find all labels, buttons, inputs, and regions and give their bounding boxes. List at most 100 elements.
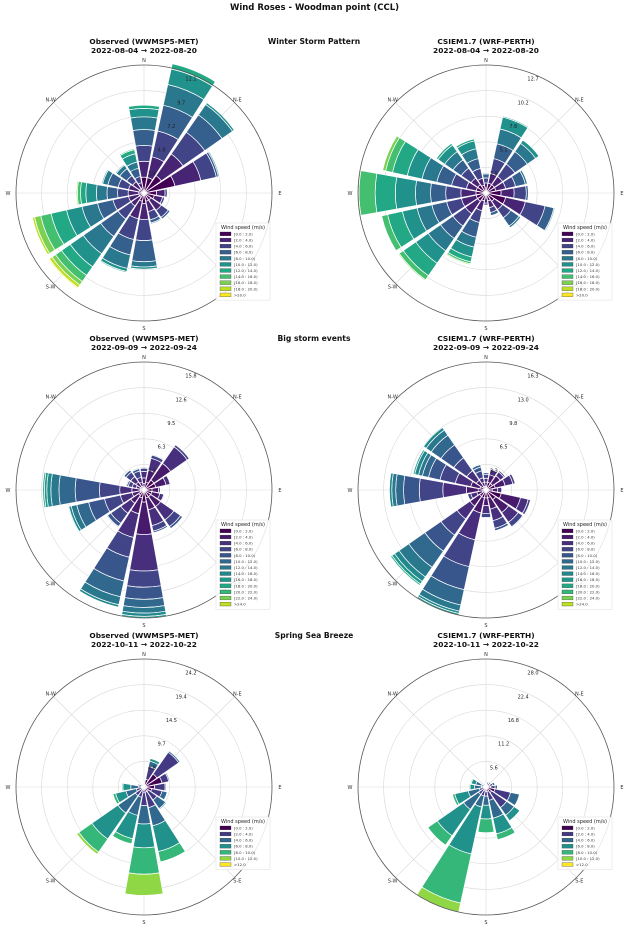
wind-rose-bar-segment	[207, 150, 220, 178]
legend-label: [18.0 : 20.0)	[234, 583, 258, 588]
wind-rose-bar-segment	[118, 148, 135, 157]
legend-swatch	[561, 280, 574, 285]
direction-label: N-E	[233, 395, 242, 401]
ring-label: 7.2	[167, 124, 175, 130]
wind-rose-bar-segment	[140, 471, 148, 479]
direction-label: S	[484, 326, 487, 332]
direction-label: N-W	[46, 395, 56, 401]
outer-ring	[357, 64, 615, 322]
wind-rose-bar-segment	[128, 108, 160, 119]
wind-rose-bar-segment	[511, 515, 524, 528]
legend-label: [12.0 : 14.0)	[576, 268, 600, 273]
wind-rose-bar-segment	[101, 169, 109, 185]
ring-label: 4.8	[148, 765, 156, 771]
legend-swatch	[561, 577, 574, 582]
wind-rose-bar-segment	[130, 265, 158, 270]
wind-rose-bar-segment	[122, 782, 132, 792]
ring-label: 10.2	[518, 100, 529, 106]
outer-ring	[357, 361, 615, 619]
legend-label: [8.0 : 10.0)	[576, 553, 598, 558]
outer-ring	[357, 658, 615, 916]
legend-swatch	[219, 565, 232, 570]
wind-rose-bar-segment	[99, 481, 121, 499]
wind-rose-bar-segment	[157, 486, 161, 494]
wind-rose-bar-segment	[128, 104, 160, 111]
legend-swatch	[561, 571, 574, 576]
wind-rose-panel: CSIEM1.7 (WRF-PERTH)2022-10-11 → 2022-10…	[348, 631, 624, 926]
direction-label: N-E	[575, 692, 584, 698]
wind-rose-bar-segment	[99, 260, 128, 273]
ring-label: 24.2	[185, 671, 196, 677]
legend-swatch	[219, 571, 232, 576]
legend-label: [6.0 : 8.0)	[234, 547, 253, 552]
wind-rose-bar-segment	[395, 473, 406, 507]
wind-rose-bar-segment	[490, 468, 499, 473]
wind-rose-bar-segment	[479, 804, 493, 820]
wind-rose-bar-segment	[160, 493, 165, 502]
ring-label: 12.6	[176, 397, 187, 403]
legend-swatch	[561, 838, 574, 843]
legend-swatch	[219, 292, 232, 297]
wind-rose-bar-segment	[137, 783, 141, 787]
wind-rose-bar-segment	[505, 806, 521, 822]
panel-title: Observed (WWMSP5-MET)	[89, 37, 198, 46]
legend-label: [2.0 : 4.0)	[576, 535, 595, 540]
direction-label: N-W	[388, 98, 398, 104]
panel-date-range: 2022-09-09 → 2022-09-24	[91, 343, 197, 352]
legend-swatch	[219, 856, 232, 861]
legend-label: [22.0 : 24.0)	[576, 596, 600, 601]
direction-label: W	[348, 191, 353, 197]
legend-label: >12.0	[576, 862, 588, 867]
direction-label: W	[6, 488, 11, 494]
legend-swatch	[219, 583, 232, 588]
legend-swatch	[561, 825, 574, 830]
direction-label: S-E	[575, 878, 583, 884]
legend-label: >20.0	[234, 292, 246, 297]
wind-rose-bar-segment	[156, 188, 166, 198]
direction-label: S-E	[233, 878, 241, 884]
wind-rose-bar-segment	[495, 826, 516, 841]
wind-rose-bar-segment	[159, 196, 166, 205]
legend-swatch	[219, 559, 232, 564]
wind-rose-bar-segment	[150, 218, 162, 225]
direction-label: S	[484, 623, 487, 629]
ring-label: 9.8	[509, 421, 517, 427]
wind-rose-bar-segment	[135, 145, 153, 163]
wind-rose-bar-segment	[129, 533, 159, 572]
wind-rose-bar-segment	[491, 781, 496, 786]
wind-rose-bar-segment	[130, 260, 158, 268]
wind-rose-bar-segment	[412, 449, 425, 475]
legend-swatch	[561, 831, 574, 837]
ring-label: 9.7	[177, 100, 185, 106]
wind-rose-bar-segment	[121, 782, 124, 792]
direction-label: E	[278, 191, 281, 197]
legend-title: Wind speed (m/s)	[221, 522, 265, 528]
legend-label: >24.0	[576, 602, 588, 607]
row-title: Winter Storm Pattern	[268, 37, 360, 46]
ring-label: 5.6	[490, 765, 498, 771]
legend-label: >12.0	[234, 862, 246, 867]
wind-rose-panel: CSIEM1.7 (WRF-PERTH)2022-08-04 → 2022-08…	[348, 37, 624, 332]
legend-swatch	[561, 595, 574, 601]
wind-rose-bar-segment	[135, 218, 153, 241]
legend-swatch	[219, 256, 232, 261]
legend-swatch	[219, 541, 232, 546]
legend-box	[557, 519, 613, 610]
direction-label: E	[278, 488, 281, 494]
legend-swatch	[219, 595, 232, 601]
wind-rose-bar-segment	[67, 506, 80, 533]
grid-spoke	[485, 696, 577, 788]
legend-label: [10.0 : 12.0)	[576, 262, 600, 267]
direction-label: N-E	[575, 395, 584, 401]
wind-rose-bar-segment	[96, 184, 108, 202]
wind-rose-bar-segment	[132, 823, 156, 849]
wind-rose-bar-segment	[502, 115, 529, 129]
direction-label: N-E	[233, 692, 242, 698]
wind-rose-bar-segment	[467, 492, 474, 501]
wind-rose-bar-segment	[430, 182, 447, 204]
wind-rose-bar-segment	[151, 453, 165, 461]
wind-rose-bar-segment	[498, 470, 506, 478]
wind-rose-bar-segment	[106, 514, 120, 528]
wind-rose-bar-segment	[124, 872, 164, 896]
